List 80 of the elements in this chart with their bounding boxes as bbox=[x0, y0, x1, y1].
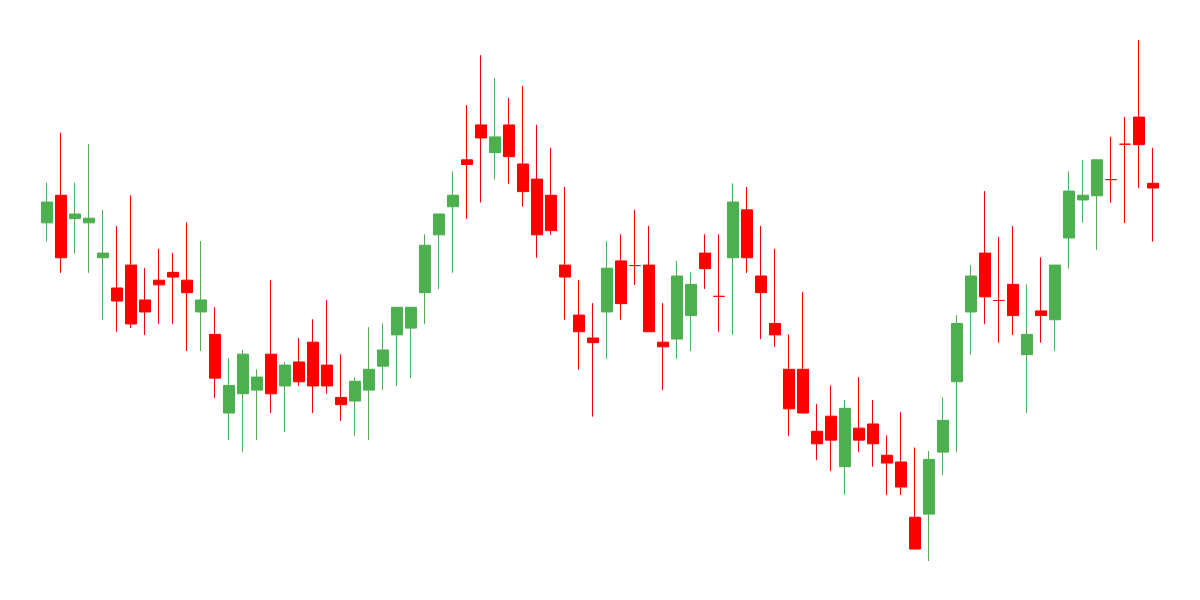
candlestick bbox=[895, 411, 907, 496]
candlestick bbox=[503, 97, 515, 185]
candlestick bbox=[853, 376, 865, 453]
candlestick bbox=[979, 190, 991, 325]
candlestick bbox=[391, 306, 403, 387]
candlestick bbox=[335, 353, 347, 422]
candlestick bbox=[559, 186, 571, 321]
candlestick bbox=[69, 182, 81, 255]
candlestick bbox=[1021, 283, 1033, 414]
candlestick bbox=[377, 322, 389, 391]
candlestick bbox=[181, 221, 193, 352]
candlestick bbox=[587, 302, 599, 418]
candlestick bbox=[615, 233, 627, 321]
candlestick bbox=[125, 194, 137, 329]
candlestick bbox=[797, 291, 809, 414]
candlestick bbox=[55, 132, 67, 274]
candlestick bbox=[1077, 159, 1089, 224]
candlestick bbox=[741, 186, 753, 274]
candlestick bbox=[573, 279, 585, 371]
candlestick bbox=[475, 54, 487, 204]
candlestick bbox=[783, 333, 795, 437]
candlestick bbox=[363, 326, 375, 441]
candlestick bbox=[1119, 116, 1131, 224]
candlestick bbox=[195, 240, 207, 352]
candlestick bbox=[83, 143, 95, 274]
candlestick bbox=[727, 182, 739, 336]
candlestick bbox=[1133, 39, 1145, 189]
candlestick bbox=[167, 252, 179, 325]
candlestick bbox=[1063, 170, 1075, 270]
candlestick bbox=[321, 299, 333, 395]
candlestick bbox=[657, 302, 669, 391]
candlestick bbox=[237, 349, 249, 453]
candlestick bbox=[279, 361, 291, 433]
candlestick bbox=[965, 264, 977, 356]
candlestick bbox=[307, 318, 319, 414]
candlestick bbox=[881, 434, 893, 496]
candlestick bbox=[265, 279, 277, 414]
candlestick bbox=[629, 209, 641, 286]
candlestick bbox=[937, 396, 949, 476]
candlestick bbox=[1105, 136, 1117, 204]
candlestick bbox=[713, 233, 725, 333]
candlestick bbox=[545, 147, 557, 236]
candlestick bbox=[153, 248, 165, 325]
candlestick bbox=[643, 225, 655, 333]
candlestick bbox=[349, 376, 361, 437]
candlestick bbox=[531, 124, 543, 259]
candlestick bbox=[209, 306, 221, 399]
candlestick bbox=[1049, 264, 1061, 352]
candlestick bbox=[517, 85, 529, 208]
candlestick bbox=[811, 403, 823, 461]
candlestick bbox=[923, 450, 935, 562]
candlestick bbox=[825, 384, 837, 472]
candlestick bbox=[1035, 256, 1047, 344]
candlestick bbox=[111, 225, 123, 333]
candlestick bbox=[839, 399, 851, 496]
candlestick bbox=[251, 368, 263, 441]
candlestick bbox=[461, 104, 473, 220]
candlestick bbox=[699, 233, 711, 290]
candlestick bbox=[405, 306, 417, 379]
candlestick bbox=[97, 209, 109, 321]
candlestick bbox=[1091, 159, 1103, 251]
candlestick bbox=[951, 314, 963, 453]
candlestick bbox=[293, 337, 305, 387]
candlestick bbox=[671, 260, 683, 360]
candlestick bbox=[755, 225, 767, 340]
candlestick bbox=[223, 357, 235, 441]
candlestick bbox=[419, 233, 431, 325]
candlestick bbox=[447, 170, 459, 274]
candlestick bbox=[909, 446, 921, 550]
candlestick bbox=[601, 240, 613, 360]
candlestick bbox=[41, 182, 53, 243]
candlestick bbox=[489, 77, 501, 181]
candlestick bbox=[139, 267, 151, 336]
candlestick bbox=[685, 271, 697, 352]
candlestick bbox=[993, 236, 1005, 344]
candlestick bbox=[769, 248, 781, 348]
candlestick bbox=[1147, 147, 1159, 243]
candlestick bbox=[433, 213, 445, 290]
candlestick bbox=[1007, 225, 1019, 336]
candlestick bbox=[867, 399, 879, 468]
